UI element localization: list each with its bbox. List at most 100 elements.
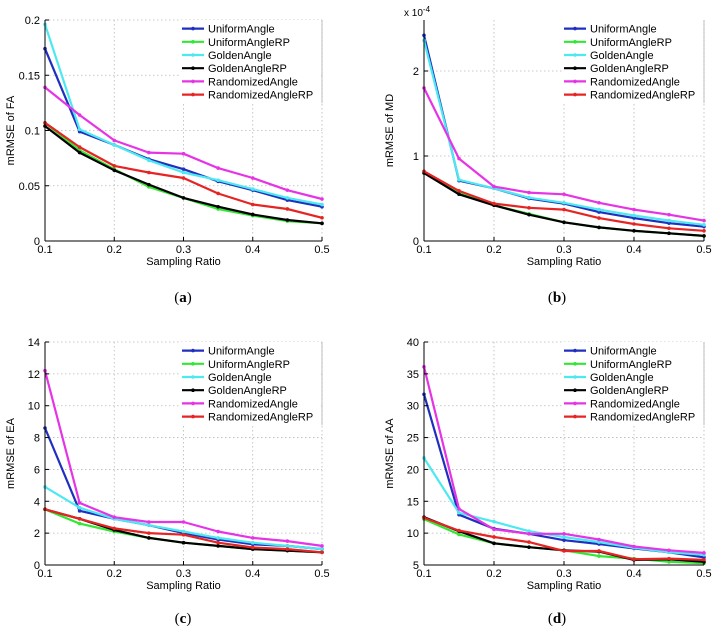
data-point (527, 206, 531, 210)
data-point (457, 510, 461, 515)
x-tick-label: 0.5 (696, 568, 711, 580)
data-point (492, 527, 496, 532)
data-point (562, 531, 566, 536)
data-point (250, 176, 255, 180)
data-point (112, 515, 117, 520)
data-point (77, 127, 82, 132)
legend: UniformAngleUniformAngleRPGoldenAngleGol… (564, 24, 695, 102)
legend-marker (573, 66, 577, 70)
legend-label: UniformAngleRP (208, 37, 290, 49)
y-tick-label: 40 (407, 337, 419, 349)
data-point (77, 113, 82, 117)
legend-marker (573, 348, 577, 353)
data-point (562, 535, 566, 539)
data-point (181, 540, 186, 545)
data-point (216, 166, 220, 170)
data-point (597, 200, 601, 205)
data-point (527, 190, 531, 195)
y-axis-title: mRMSE of AA (384, 418, 396, 489)
data-point (632, 557, 636, 562)
data-point (702, 558, 706, 562)
data-point (250, 540, 255, 545)
panel-caption: (c) (175, 611, 192, 627)
data-point (77, 150, 82, 155)
data-point (250, 545, 255, 550)
data-point (702, 551, 706, 555)
data-point (285, 539, 290, 543)
legend-label: RandomizedAngle (208, 76, 298, 88)
data-point (632, 213, 636, 218)
legend-label: GoldenAngle (208, 372, 272, 384)
legend-label: GoldenAngleRP (208, 63, 287, 75)
data-point (562, 200, 566, 205)
y-tick-label: 8 (34, 433, 40, 445)
x-tick-label: 0.4 (245, 568, 260, 580)
data-point (181, 167, 186, 171)
data-point (457, 192, 461, 197)
legend-marker (191, 26, 195, 31)
data-point (112, 164, 117, 168)
data-point (147, 536, 151, 540)
y-tick-label: 0 (34, 236, 40, 248)
y-tick-label: 25 (407, 433, 419, 445)
x-tick-label: 0.1 (37, 244, 52, 256)
legend-background (562, 20, 702, 104)
legend-label: UniformAngle (208, 346, 275, 358)
legend-label: RandomizedAngleRP (590, 90, 695, 102)
x-tick-label: 0.1 (416, 568, 431, 580)
data-point (667, 221, 671, 225)
y-tick-label: 0 (34, 560, 40, 572)
data-point (667, 560, 671, 564)
data-point (285, 544, 290, 548)
data-point (457, 528, 461, 533)
y-axis-title: mRMSE of MD (384, 94, 396, 167)
data-point (216, 191, 220, 196)
legend-marker (191, 66, 195, 70)
data-point (181, 176, 186, 180)
data-point (527, 545, 531, 549)
legend-marker (573, 414, 577, 419)
x-axis-title: Sampling Ratio (527, 580, 602, 592)
data-point (597, 537, 601, 542)
legend-marker (191, 40, 195, 44)
x-tick-label: 0.5 (314, 244, 329, 256)
panel-caption: (b) (548, 290, 566, 306)
data-point (527, 529, 531, 534)
legend-marker (191, 414, 195, 419)
legend-label: UniformAngleRP (208, 359, 290, 371)
legend-label: UniformAngle (590, 24, 657, 36)
y-tick-label: 2 (413, 66, 419, 78)
data-point (77, 501, 82, 505)
legend-label: RandomizedAngle (208, 398, 298, 410)
legend-label: RandomizedAngle (590, 398, 680, 410)
data-point (77, 509, 82, 513)
legend-marker (191, 348, 195, 353)
legend-background (180, 342, 320, 426)
data-point (632, 222, 636, 226)
y-tick-label: 1 (413, 151, 419, 163)
legend-marker (191, 388, 195, 393)
y-tick-label: 30 (407, 401, 419, 413)
data-point (492, 519, 496, 524)
data-point (667, 212, 671, 217)
panel-caption: (d) (548, 611, 566, 627)
data-point (457, 156, 461, 161)
x-tick-label: 0.2 (107, 244, 122, 256)
legend-label: UniformAngleRP (590, 37, 672, 49)
data-point (702, 218, 706, 223)
data-point (632, 229, 636, 233)
data-point (77, 505, 82, 510)
data-point (147, 523, 151, 527)
data-point (667, 548, 671, 553)
y-tick-label: 2 (34, 528, 40, 540)
data-point (147, 170, 151, 175)
data-point (216, 529, 220, 534)
data-point (147, 150, 151, 155)
legend-label: GoldenAngleRP (590, 385, 669, 397)
x-tick-label: 0.4 (626, 568, 641, 580)
legend-label: GoldenAngle (590, 50, 654, 62)
legend-label: UniformAngle (208, 24, 275, 36)
y-tick-label: 4 (34, 496, 40, 508)
y-tick-label: 10 (407, 528, 419, 540)
data-point (457, 507, 461, 511)
